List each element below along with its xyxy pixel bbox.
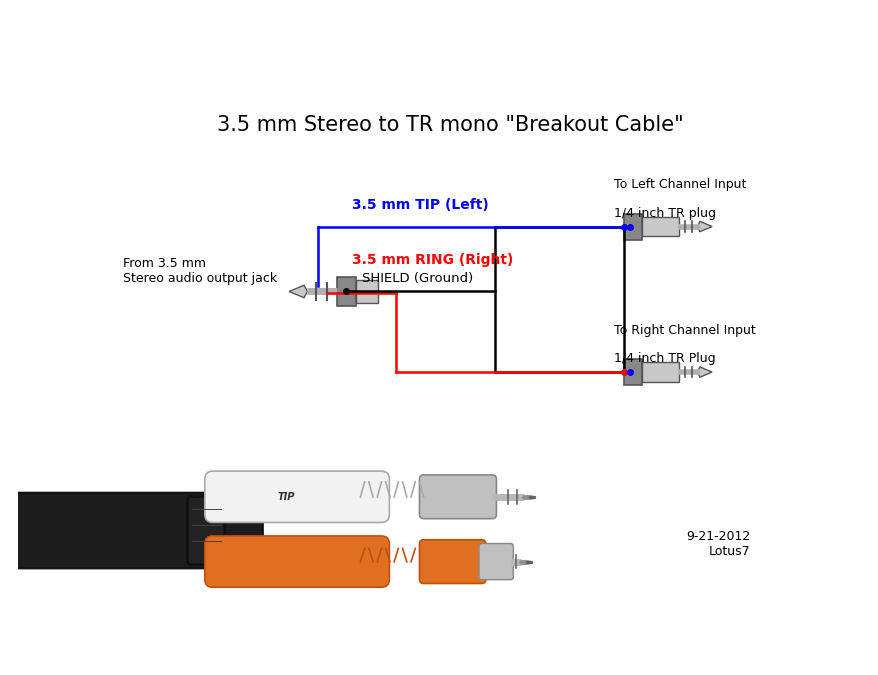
FancyBboxPatch shape <box>205 471 389 522</box>
FancyBboxPatch shape <box>205 536 389 587</box>
Bar <box>623 213 641 240</box>
Polygon shape <box>289 286 307 298</box>
Polygon shape <box>697 221 711 232</box>
Text: From 3.5 mm
Stereo audio output jack: From 3.5 mm Stereo audio output jack <box>123 256 277 285</box>
Text: SHIELD (Ground): SHIELD (Ground) <box>362 272 472 285</box>
Text: 1/4 inch TR Plug: 1/4 inch TR Plug <box>613 352 715 365</box>
Bar <box>641 362 679 382</box>
FancyBboxPatch shape <box>4 493 263 568</box>
Text: 9-21-2012
Lotus7: 9-21-2012 Lotus7 <box>685 530 749 558</box>
Bar <box>356 280 378 303</box>
Text: 3.5 mm TIP (Left): 3.5 mm TIP (Left) <box>351 198 488 212</box>
FancyBboxPatch shape <box>187 497 225 564</box>
Bar <box>641 217 679 236</box>
Text: 3.5 mm RING (Right): 3.5 mm RING (Right) <box>351 253 513 267</box>
Text: To Right Channel Input: To Right Channel Input <box>613 324 755 337</box>
Text: 1/4 inch TR plug: 1/4 inch TR plug <box>613 207 716 220</box>
Text: TIP: TIP <box>277 492 295 502</box>
Polygon shape <box>697 367 711 377</box>
Bar <box>336 277 356 306</box>
FancyBboxPatch shape <box>419 475 496 518</box>
FancyBboxPatch shape <box>419 540 486 583</box>
Bar <box>623 359 641 385</box>
FancyBboxPatch shape <box>479 543 513 580</box>
Text: To Left Channel Input: To Left Channel Input <box>613 178 745 192</box>
Text: 3.5 mm Stereo to TR mono "Breakout Cable": 3.5 mm Stereo to TR mono "Breakout Cable… <box>217 115 683 135</box>
